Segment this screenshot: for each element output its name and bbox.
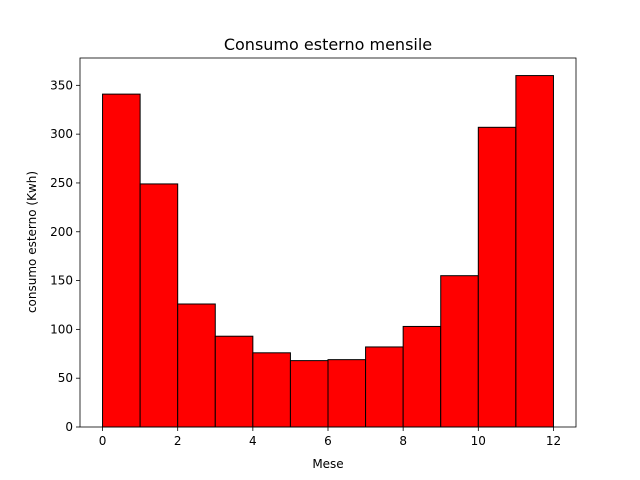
y-tick-label: 100 (50, 322, 73, 336)
histogram-bar-10 (477, 126, 517, 428)
y-tick-label: 300 (50, 127, 73, 141)
histogram-bar-3 (214, 335, 254, 428)
histogram-bar-0 (102, 93, 141, 428)
x-tick-label: 10 (471, 434, 486, 448)
histogram-bar-2 (177, 303, 216, 428)
y-tick-label: 250 (50, 176, 73, 190)
x-tick-label: 2 (174, 434, 182, 448)
y-tick-label: 350 (50, 78, 73, 92)
histogram-bar-6 (327, 359, 367, 428)
x-tick-label: 6 (324, 434, 332, 448)
histogram-bar-11 (515, 75, 554, 428)
x-tick-label: 4 (249, 434, 257, 448)
histogram-bar-7 (365, 346, 404, 428)
x-tick-label: 8 (399, 434, 407, 448)
x-tick-label: 12 (546, 434, 561, 448)
bars-group (102, 75, 554, 428)
x-tick-label: 0 (99, 434, 107, 448)
histogram-bar-5 (289, 360, 329, 428)
y-axis-label: consumo esterno (Kwh) (25, 171, 39, 313)
histogram-bar-1 (139, 183, 179, 428)
y-tick-label: 150 (50, 274, 73, 288)
histogram-bar-9 (440, 275, 479, 428)
y-axis-ticks: 0 50 100 150 200 250 300 350 (50, 78, 80, 434)
y-tick-label: 0 (65, 420, 73, 434)
histogram-bar-8 (402, 325, 442, 428)
histogram-bar-4 (252, 352, 291, 428)
x-axis-label: Mese (312, 457, 343, 471)
chart-title: Consumo esterno mensile (224, 35, 432, 54)
y-tick-label: 200 (50, 225, 73, 239)
x-axis-ticks: 0 2 4 6 8 10 12 (99, 427, 561, 448)
y-tick-label: 50 (58, 371, 73, 385)
plot-frame (79, 57, 577, 428)
